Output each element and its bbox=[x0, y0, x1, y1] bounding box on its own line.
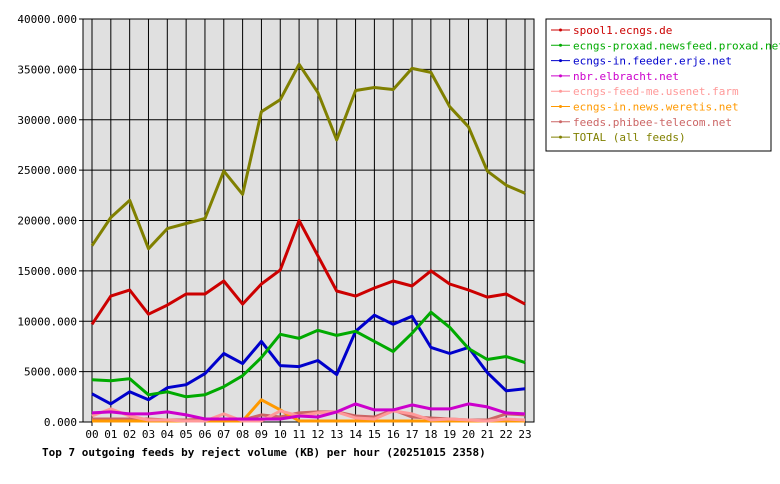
legend-marker bbox=[559, 59, 562, 63]
x-tick-label: 03 bbox=[142, 428, 155, 441]
legend-label: ecngs-in.feeder.erje.net bbox=[573, 55, 732, 68]
legend-label: ecngs-in.news.weretis.net bbox=[573, 101, 739, 114]
chart-title: Top 7 outgoing feeds by reject volume (K… bbox=[42, 446, 486, 459]
legend-box bbox=[545, 18, 772, 152]
x-tick-label: 12 bbox=[311, 428, 324, 441]
legend-label: TOTAL (all feeds) bbox=[573, 131, 686, 144]
series-line-1 bbox=[91, 310, 526, 399]
x-tick-label: 04 bbox=[161, 428, 175, 441]
x-tick-label: 16 bbox=[387, 428, 400, 441]
y-tick-label: 15000.000 bbox=[17, 265, 77, 278]
x-tick-label: 18 bbox=[424, 428, 437, 441]
x-tick-label: 08 bbox=[236, 428, 249, 441]
legend-label: ecngs-feed-me.usenet.farm bbox=[573, 85, 739, 98]
x-tick-label: 00 bbox=[85, 428, 98, 441]
y-tick-label: 35000.000 bbox=[17, 63, 77, 76]
x-tick-label: 01 bbox=[104, 428, 117, 441]
x-tick-label: 20 bbox=[462, 428, 475, 441]
grid-lines bbox=[83, 19, 534, 422]
x-tick-label: 05 bbox=[180, 428, 193, 441]
y-tick-label: 40000.000 bbox=[17, 13, 77, 26]
legend: spool1.ecngs.de ecngs-proxad.newsfeed.pro… bbox=[545, 18, 780, 152]
legend-marker bbox=[559, 120, 562, 124]
x-tick-label: 02 bbox=[123, 428, 136, 441]
legend-marker bbox=[559, 43, 562, 47]
series-line-4 bbox=[91, 407, 526, 423]
x-tick-label: 21 bbox=[481, 428, 494, 441]
legend-label: spool1.ecngs.de bbox=[573, 24, 672, 37]
y-tick-label: 5000.000 bbox=[24, 366, 77, 379]
x-tick-label: 19 bbox=[443, 428, 456, 441]
legend-marker bbox=[559, 135, 562, 139]
x-tick-label: 09 bbox=[255, 428, 268, 441]
y-tick-label: 30000.000 bbox=[17, 114, 77, 127]
y-tick-label: 20000.000 bbox=[17, 215, 77, 228]
legend-label: nbr.elbracht.net bbox=[573, 70, 679, 83]
y-tick-label: 25000.000 bbox=[17, 164, 77, 177]
x-tick-label: 11 bbox=[292, 428, 305, 441]
x-tick-label: 10 bbox=[274, 428, 287, 441]
series-lines bbox=[90, 62, 526, 423]
series-line-0 bbox=[90, 219, 526, 326]
legend-label: ecngs-proxad.newsfeed.proxad.net bbox=[573, 39, 780, 52]
x-tick-label: 23 bbox=[518, 428, 531, 441]
legend-marker bbox=[559, 89, 562, 93]
x-axis: 00 01 02 03 04 05 06 07 08 09 10 11 12 13 14 15 16 17 18 19… bbox=[85, 422, 532, 441]
series-line-3 bbox=[91, 402, 526, 421]
x-tick-label: 22 bbox=[500, 428, 513, 441]
legend-marker bbox=[559, 74, 562, 78]
legend-label: feeds.phibee-telecom.net bbox=[573, 116, 732, 129]
y-tick-label: 10000.000 bbox=[17, 315, 77, 328]
y-tick-label: 0.000 bbox=[44, 416, 77, 429]
legend-marker bbox=[559, 28, 562, 32]
x-tick-label: 13 bbox=[330, 428, 343, 441]
x-tick-label: 07 bbox=[217, 428, 230, 441]
x-tick-label: 06 bbox=[198, 428, 211, 441]
legend-marker bbox=[559, 105, 562, 108]
x-tick-label: 17 bbox=[405, 428, 418, 441]
x-tick-label: 15 bbox=[368, 428, 381, 441]
series-line-7 bbox=[90, 62, 526, 251]
series-line-2 bbox=[91, 313, 526, 406]
x-tick-label: 14 bbox=[349, 428, 363, 441]
y-axis: 0.000 5000.000 10000.000 15000.000 20000.000… bbox=[17, 13, 83, 429]
